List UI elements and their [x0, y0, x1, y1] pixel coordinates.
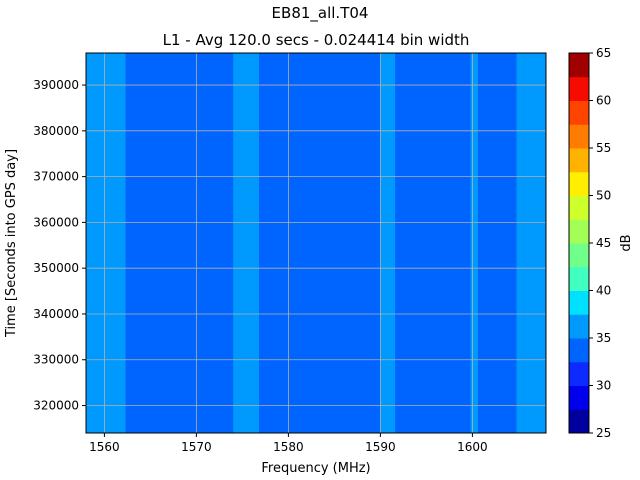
- colorbar-segment: [569, 314, 589, 339]
- colorbar-tick-label: 30: [596, 379, 611, 393]
- chart-title: EB81_all.T04: [272, 4, 369, 23]
- x-tick-label: 1570: [181, 440, 212, 454]
- heatmap-band-4: [470, 53, 478, 433]
- y-tick-label: 320000: [33, 399, 79, 413]
- colorbar-segment: [569, 361, 589, 386]
- colorbar-tick-label: 50: [596, 189, 611, 203]
- colorbar-segment: [569, 195, 589, 220]
- y-axis-ticks: 320000 330000 340000 350000 360000 370000 3800…: [33, 78, 86, 413]
- y-axis-label: Time [Seconds into GPS day]: [4, 149, 19, 338]
- colorbar-segment: [569, 338, 589, 363]
- heatmap-background: [86, 53, 546, 433]
- x-tick-label: 1600: [457, 440, 488, 454]
- colorbar: [569, 53, 589, 434]
- heatmap-band-2: [233, 53, 259, 433]
- colorbar-tick-label: 60: [596, 94, 611, 108]
- colorbar-segment: [569, 409, 589, 434]
- y-tick-label: 340000: [33, 307, 79, 321]
- colorbar-tick-label: 25: [596, 426, 611, 440]
- colorbar-segment: [569, 243, 589, 268]
- x-axis-label: Frequency (MHz): [261, 461, 370, 476]
- colorbar-segment: [569, 219, 589, 244]
- x-axis-ticks: 1560 1570 1580 1590 1600: [89, 433, 488, 454]
- heatmap-band-3: [380, 53, 396, 433]
- heatmap-band-1: [86, 53, 126, 433]
- colorbar-segment: [569, 266, 589, 291]
- colorbar-segment: [569, 53, 589, 78]
- y-tick-label: 360000: [33, 215, 79, 229]
- y-tick-label: 370000: [33, 170, 79, 184]
- x-tick-label: 1590: [365, 440, 396, 454]
- x-tick-label: 1580: [273, 440, 304, 454]
- y-tick-label: 380000: [33, 124, 79, 138]
- x-tick-label: 1560: [89, 440, 120, 454]
- colorbar-segment: [569, 100, 589, 125]
- heatmap-band-6: [523, 53, 546, 433]
- chart-subtitle: L1 - Avg 120.0 secs - 0.024414 bin width: [163, 31, 470, 49]
- colorbar-tick-label: 55: [596, 141, 611, 155]
- y-tick-label: 350000: [33, 261, 79, 275]
- heatmap-band-5: [516, 53, 524, 433]
- colorbar-segment: [569, 290, 589, 315]
- grid-lines: [86, 53, 546, 433]
- colorbar-segment: [569, 385, 589, 410]
- y-tick-label: 330000: [33, 353, 79, 367]
- colorbar-tick-label: 65: [596, 46, 611, 60]
- colorbar-tick-label: 40: [596, 284, 611, 298]
- y-tick-label: 390000: [33, 78, 79, 92]
- colorbar-label: dB: [619, 234, 634, 251]
- colorbar-tick-label: 35: [596, 331, 611, 345]
- colorbar-segment: [569, 124, 589, 149]
- colorbar-ticks: 25 30 35 40 45 50 55 60 65: [589, 46, 611, 440]
- colorbar-segment: [569, 171, 589, 196]
- colorbar-tick-label: 45: [596, 236, 611, 250]
- colorbar-segment: [569, 76, 589, 101]
- colorbar-segment: [569, 148, 589, 173]
- plot-frame: [85, 52, 547, 434]
- plot-area: [86, 53, 546, 433]
